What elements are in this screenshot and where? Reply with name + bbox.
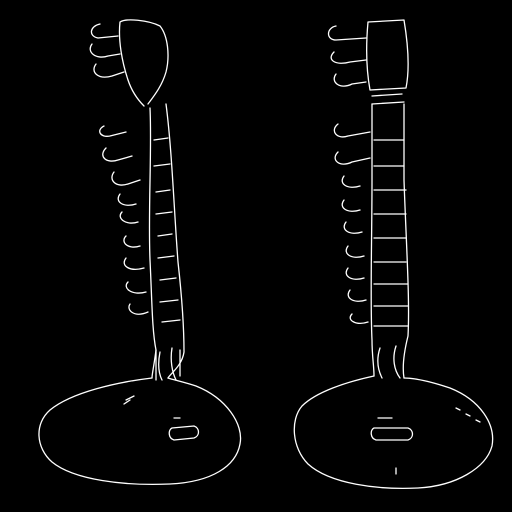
right-sitar-frets <box>373 139 409 327</box>
left-sitar-headstock <box>118 19 169 107</box>
right-sitar <box>293 19 494 489</box>
left-sitar-sound-holes <box>123 347 181 405</box>
right-sitar-tuning-pegs <box>327 25 371 324</box>
right-sitar-headstock <box>366 19 409 105</box>
right-sitar-sound-holes <box>377 345 481 475</box>
left-sitar-bridge <box>168 417 200 441</box>
right-sitar-bridge <box>370 417 414 441</box>
right-sitar-body <box>293 375 494 489</box>
left-sitar <box>38 19 242 485</box>
left-sitar-body <box>38 377 242 485</box>
right-sitar-neck-outline <box>370 103 410 379</box>
left-sitar-tuning-pegs <box>89 23 149 315</box>
left-sitar-neck-outline <box>148 103 185 379</box>
left-sitar-frets <box>153 137 181 323</box>
